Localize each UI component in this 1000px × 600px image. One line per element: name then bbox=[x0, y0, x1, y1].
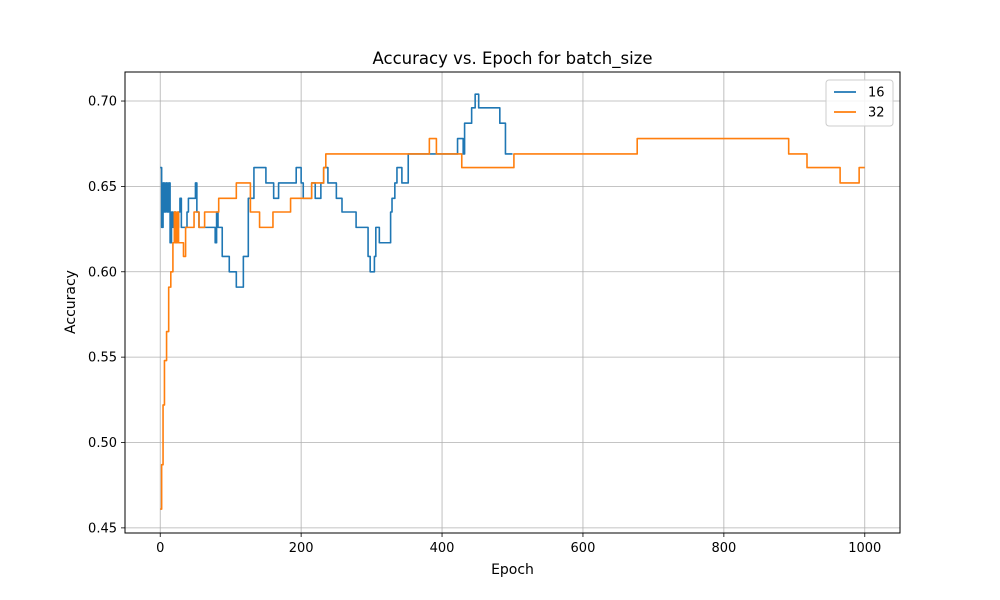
legend-label-16: 16 bbox=[868, 86, 885, 101]
x-tick-label: 600 bbox=[571, 541, 596, 556]
x-tick-label: 800 bbox=[711, 541, 736, 556]
grid-lines bbox=[125, 72, 900, 533]
series-line-32 bbox=[160, 137, 865, 510]
x-axis-ticks: 0 200 400 600 800 1000 bbox=[156, 533, 881, 556]
series-lines bbox=[160, 93, 865, 510]
x-tick-label: 1000 bbox=[848, 541, 881, 556]
y-tick-label: 0.50 bbox=[88, 436, 117, 451]
y-tick-label: 0.70 bbox=[88, 95, 117, 110]
plot-frame bbox=[124, 71, 901, 534]
y-tick-label: 0.55 bbox=[88, 351, 117, 366]
y-tick-label: 0.45 bbox=[88, 521, 117, 536]
y-tick-label: 0.60 bbox=[88, 265, 117, 280]
x-tick-label: 400 bbox=[430, 541, 455, 556]
legend-label-32: 32 bbox=[868, 106, 885, 121]
x-tick-label: 200 bbox=[289, 541, 314, 556]
y-axis-label: Accuracy bbox=[63, 270, 79, 334]
chart-title: Accuracy vs. Epoch for batch_size bbox=[373, 49, 653, 69]
y-tick-label: 0.65 bbox=[88, 180, 117, 195]
x-axis-label: Epoch bbox=[491, 562, 534, 578]
y-axis-ticks: 0.45 0.50 0.55 0.60 0.65 0.70 bbox=[88, 95, 125, 536]
x-tick-label: 0 bbox=[156, 541, 164, 556]
